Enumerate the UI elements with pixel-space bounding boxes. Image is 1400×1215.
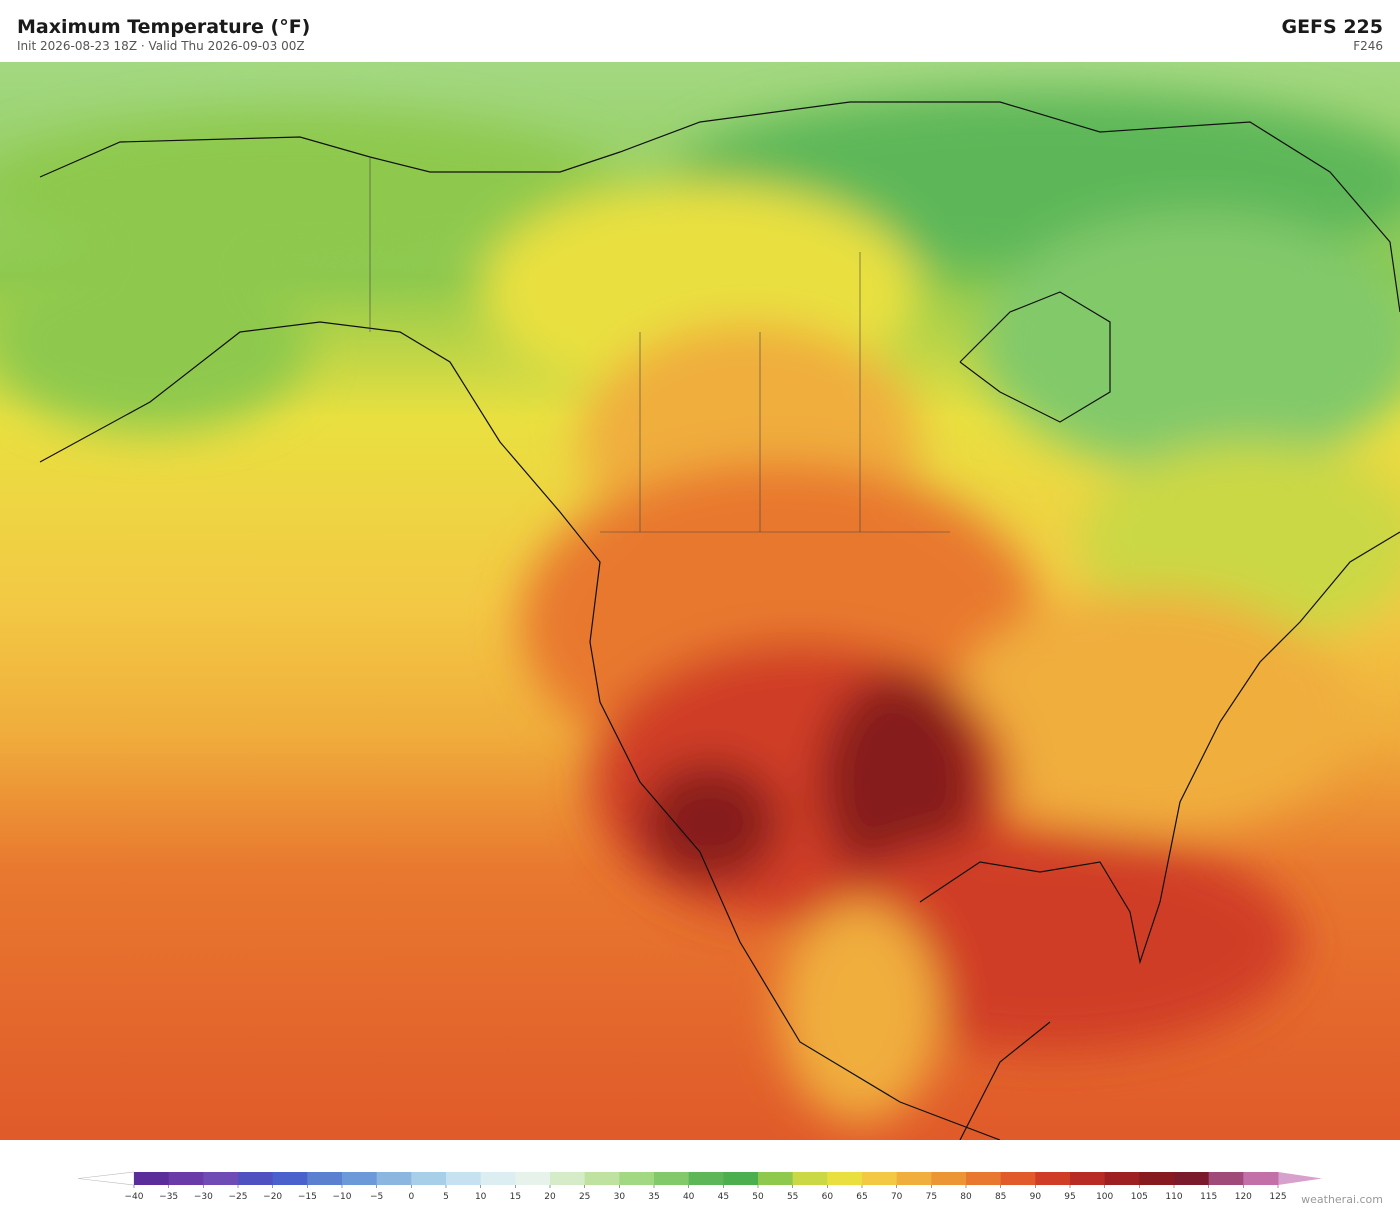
colorbar-bin	[1104, 1172, 1140, 1185]
borders	[369, 157, 950, 533]
colorbar-bin	[446, 1172, 482, 1185]
tick-label: 60	[822, 1192, 834, 1202]
tick-label: 80	[960, 1192, 972, 1202]
colorbar-bin	[168, 1172, 204, 1185]
tick-label: 95	[1064, 1192, 1075, 1202]
tick-label: −40	[125, 1192, 144, 1202]
colorbar-bin	[619, 1172, 655, 1185]
tick-label: 120	[1235, 1192, 1252, 1202]
colorbar-bin	[272, 1172, 308, 1185]
tick-label: 15	[510, 1192, 521, 1202]
colorbar-bin	[688, 1172, 724, 1185]
tick-label: 90	[1030, 1192, 1042, 1202]
tick-label: −5	[370, 1192, 383, 1202]
colorbar-bin	[723, 1172, 759, 1185]
colorbar-bin	[480, 1172, 516, 1185]
colorbar-bin	[1070, 1172, 1106, 1185]
tick-label: 75	[926, 1192, 937, 1202]
tick-label: −30	[194, 1192, 213, 1202]
coastline	[39, 101, 1400, 1140]
colorbar-bin	[1208, 1172, 1244, 1185]
colorbar-bin	[896, 1172, 932, 1185]
colorbar-bin	[827, 1172, 863, 1185]
tick-label: 70	[891, 1192, 903, 1202]
tick-label: 45	[718, 1192, 729, 1202]
tick-label: 30	[614, 1192, 626, 1202]
tick-label: 10	[475, 1192, 487, 1202]
over-arrow	[1278, 1172, 1322, 1185]
colorbar-bin	[1139, 1172, 1175, 1185]
tick-label: 40	[683, 1192, 695, 1202]
tick-label: −20	[263, 1192, 282, 1202]
colorbar-bin	[550, 1172, 586, 1185]
tick-label: −15	[298, 1192, 317, 1202]
under-arrow	[77, 1171, 135, 1186]
model: GEFS 225	[1281, 16, 1383, 38]
colorbar-bin	[966, 1172, 1002, 1185]
colorbar-bin	[1000, 1172, 1036, 1185]
tick-label: 25	[579, 1192, 590, 1202]
colorbar-bin	[203, 1172, 239, 1185]
tick-label: 105	[1131, 1192, 1148, 1202]
tick-label: 50	[752, 1192, 764, 1202]
tick-label: −35	[159, 1192, 178, 1202]
colorbar-bin	[1035, 1172, 1071, 1185]
tick-label: −10	[333, 1192, 352, 1202]
title: Maximum Temperature (°F)	[17, 16, 311, 38]
tick-label: 110	[1165, 1192, 1182, 1202]
colorbar-bin	[515, 1172, 551, 1185]
tick-label: 115	[1200, 1192, 1217, 1202]
colorbar-bin	[307, 1172, 343, 1185]
temperature-field	[0, 92, 1400, 1122]
colorbar-bin	[931, 1172, 967, 1185]
map	[0, 62, 1400, 1140]
tick-label: −25	[229, 1192, 248, 1202]
colorbar-bin	[1174, 1172, 1210, 1185]
tick-label: 0	[408, 1192, 414, 1202]
colorbar-bin	[376, 1172, 412, 1185]
tick-label: 20	[544, 1192, 556, 1202]
colorbar-bin	[862, 1172, 898, 1185]
subtitle: Init 2026-08-23 18Z · Valid Thu 2026-09-…	[17, 39, 305, 53]
colorbar-bin	[654, 1172, 690, 1185]
colorbar-bin	[792, 1172, 828, 1185]
tick-label: 100	[1096, 1192, 1113, 1202]
credit: weatherai.com	[1301, 1193, 1383, 1206]
tick-label: 55	[787, 1192, 798, 1202]
colorbar: −40 −35 −30 −25 −20 −15 −10 −5 0 5 10 15 20 25 30 35 40 4…	[77, 1171, 1322, 1202]
tick-label: 5	[443, 1192, 449, 1202]
colorbar-bin	[238, 1172, 274, 1185]
forecast-hour: F246	[1353, 39, 1383, 53]
tick-label: 85	[995, 1192, 1006, 1202]
colorbar-bin	[411, 1172, 447, 1185]
colorbar-bin	[584, 1172, 620, 1185]
tick-label: 125	[1269, 1192, 1286, 1202]
tick-label: 35	[648, 1192, 659, 1202]
colorbar-bin	[134, 1172, 170, 1185]
colorbar-bin	[1243, 1172, 1279, 1185]
colorbar-bin	[758, 1172, 794, 1185]
tick-label: 65	[856, 1192, 867, 1202]
colorbar-bin	[342, 1172, 378, 1185]
